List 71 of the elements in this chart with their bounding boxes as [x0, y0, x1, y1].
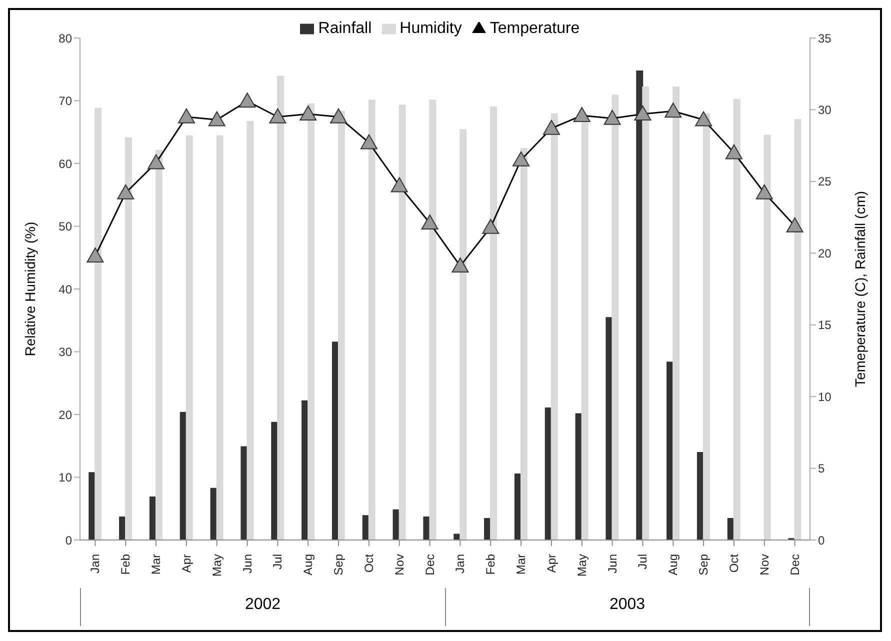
- bar: [520, 148, 528, 540]
- legend-label: Rainfall: [318, 20, 372, 37]
- x-tick-label: Jul: [270, 554, 285, 570]
- bar: [733, 98, 740, 540]
- x-tick-label: Jan: [88, 554, 102, 574]
- x-tick-label: Sep: [696, 554, 711, 576]
- x-tick-label: May: [210, 554, 224, 577]
- x-tick-label: Nov: [392, 554, 406, 576]
- bar: [581, 114, 588, 540]
- y2-tick-label: 25: [818, 174, 832, 189]
- bar: [612, 94, 619, 540]
- x-tick-label: Dec: [422, 554, 437, 576]
- x-tick-label: May: [574, 554, 589, 577]
- bar: [277, 76, 284, 540]
- y-tick-label: 50: [58, 220, 72, 234]
- y2-tick-label: 15: [818, 318, 832, 332]
- bar: [94, 108, 102, 540]
- x-tick-label: Sep: [332, 554, 346, 576]
- x-tick-label: Mar: [149, 554, 164, 575]
- legend-label: Temperature: [490, 20, 580, 37]
- bar: [672, 86, 680, 540]
- bar: [398, 104, 406, 540]
- y-tick-label: 10: [58, 470, 72, 485]
- x-tick-label: Nov: [757, 554, 772, 576]
- y2-axis-title: Temeperature (C), Rainfall (cm): [852, 190, 868, 388]
- y-tick-label: 70: [58, 94, 72, 108]
- y-tick-label: 80: [58, 31, 72, 46]
- x-tick-label: Oct: [362, 553, 376, 573]
- bar: [702, 113, 710, 540]
- y2-tick-label: 5: [818, 462, 825, 476]
- bar: [794, 119, 802, 540]
- legend-label: Humidity: [400, 20, 462, 37]
- y-tick-label: 0: [65, 533, 72, 548]
- y2-tick-label: 10: [818, 390, 832, 404]
- x-tick-label: Apr: [544, 554, 558, 573]
- y-tick-label: 30: [58, 345, 72, 360]
- x-tick-label: Feb: [118, 554, 133, 575]
- y-tick-label: 20: [58, 408, 72, 422]
- y-tick-label: 60: [58, 156, 72, 171]
- bar: [460, 129, 467, 540]
- x-tick-label: Aug: [666, 554, 680, 576]
- y-axis-title: Relative Humidity (%): [22, 222, 38, 356]
- x-tick-label: Jun: [240, 554, 254, 574]
- y2-tick-label: 35: [818, 31, 832, 46]
- x-tick-label: Jul: [636, 554, 650, 570]
- bar: [490, 106, 498, 540]
- x-tick-label: Oct: [726, 553, 741, 573]
- y2-tick-label: 30: [818, 102, 832, 117]
- bar: [125, 137, 132, 540]
- x-tick-label: Apr: [179, 554, 194, 573]
- bar: [429, 100, 436, 540]
- y2-tick-label: 0: [818, 533, 825, 548]
- bar: [368, 100, 376, 540]
- bar: [186, 135, 193, 540]
- text: 2002: [80, 588, 444, 626]
- bar: [216, 135, 224, 540]
- bar: [246, 120, 254, 540]
- bar: [155, 150, 162, 540]
- y-tick-label: 40: [58, 282, 72, 296]
- y2-tick-label: 20: [818, 246, 832, 260]
- bar: [764, 134, 771, 540]
- bar: [550, 113, 558, 540]
- x-tick-label: Jun: [605, 554, 620, 574]
- bar: [308, 103, 315, 540]
- bar: [338, 110, 345, 540]
- x-tick-label: Aug: [301, 554, 316, 576]
- x-tick-label: Jan: [453, 554, 468, 574]
- x-tick-label: Dec: [788, 554, 802, 576]
- x-tick-label: Feb: [484, 554, 498, 575]
- x-tick-label: Mar: [514, 554, 528, 575]
- text: 2003: [444, 588, 810, 626]
